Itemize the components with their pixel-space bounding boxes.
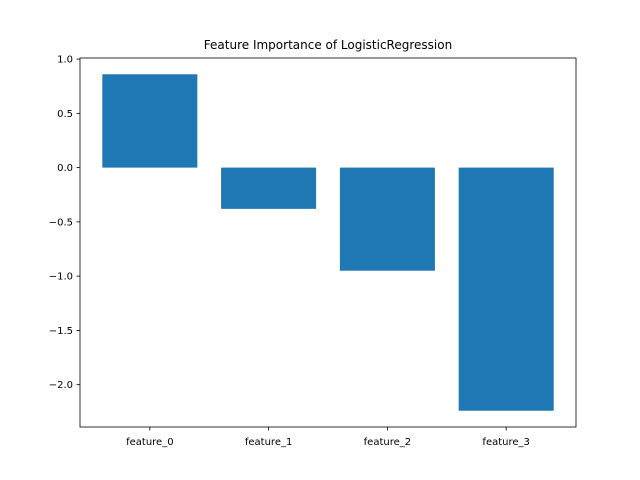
y-tick-label: 0.0 <box>57 163 73 174</box>
x-tick-label: feature_1 <box>245 437 292 448</box>
x-tick-label: feature_0 <box>126 437 173 448</box>
x-tick-label: feature_2 <box>364 437 411 448</box>
bar-feature_3 <box>458 167 554 411</box>
y-tick-label: 0.5 <box>57 109 73 120</box>
y-tick-label: −1.0 <box>49 272 73 283</box>
y-axis: 1.0 0.5 0.0 −0.5 −1.0 −1.5 −2.0 <box>49 55 80 391</box>
plot-frame <box>79 57 577 428</box>
y-tick-label: −0.5 <box>49 217 73 228</box>
x-axis: feature_0 feature_1 feature_2 feature_3 <box>126 427 530 448</box>
y-tick-label: 1.0 <box>57 55 73 66</box>
bar-feature_0 <box>102 74 198 168</box>
chart-title: Feature Importance of LogisticRegression <box>204 38 452 52</box>
bars <box>102 74 554 411</box>
y-tick-label: −2.0 <box>49 380 73 391</box>
x-tick-label: feature_3 <box>482 437 529 448</box>
bar-feature_2 <box>339 167 435 271</box>
bar-feature_1 <box>221 167 317 209</box>
y-tick-label: −1.5 <box>49 326 73 337</box>
